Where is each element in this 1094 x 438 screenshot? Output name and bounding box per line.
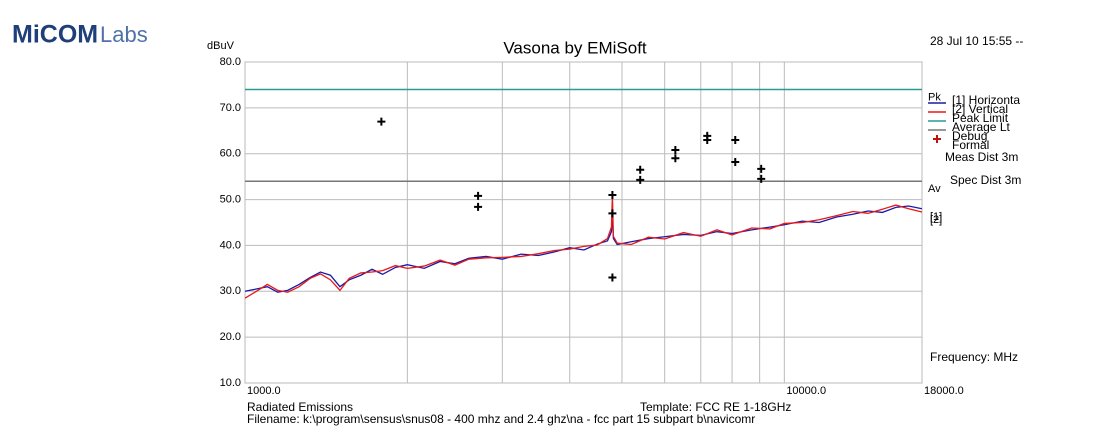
debug-marker [636, 175, 645, 184]
logo-light: Labs [100, 22, 148, 47]
y-tick-label: 10.0 [220, 377, 241, 389]
footer-filename: Filename: k:\program\sensus\snus08 - 400… [247, 412, 755, 426]
y-tick-label: 50.0 [220, 193, 241, 205]
y-tick-label: 40.0 [220, 239, 241, 251]
y-tick-label: 20.0 [220, 331, 241, 343]
debug-marker [757, 174, 766, 183]
debug-marker [731, 157, 740, 166]
trace-tag: [2] [930, 214, 942, 226]
limit-label: Pk [928, 91, 941, 103]
x-tick-label: 1000.0 [247, 385, 281, 397]
legend-label: Peak Limit [952, 111, 1009, 125]
y-tick-label: 70.0 [220, 102, 241, 114]
y-tick-label: 80.0 [220, 56, 241, 68]
trace-tag: [1] [930, 211, 942, 223]
legend-label: Average Lt [952, 120, 1010, 134]
debug-marker [608, 190, 617, 199]
debug-marker [671, 154, 680, 163]
x-axis-label: Frequency: MHz [930, 350, 1018, 364]
debug-marker [608, 273, 617, 282]
legend-label: [2] Vertical [952, 102, 1008, 116]
logo-bold: MiCOM [12, 21, 98, 49]
debug-marker [474, 191, 483, 200]
legend-label: Formal [952, 138, 989, 152]
y-axis-label: dBuV [207, 40, 235, 52]
trace [244, 194, 923, 299]
x-tick-label: 18000.0 [924, 385, 964, 397]
spec-dist: Spec Dist 3m [950, 173, 1021, 187]
chart-title: Vasona by EMiSoft [503, 38, 647, 57]
debug-marker [636, 165, 645, 174]
date: 28 Jul 10 15:55 -- [930, 34, 1023, 48]
limit-label: Av [928, 183, 941, 195]
legend-swatch [933, 135, 941, 143]
footer-template: Template: FCC RE 1-18GHz [640, 400, 791, 414]
debug-marker [474, 202, 483, 211]
debug-marker [671, 146, 680, 155]
y-tick-label: 30.0 [220, 285, 241, 297]
legend-label: Debug [952, 129, 987, 143]
debug-marker [377, 117, 386, 126]
meas-dist: Meas Dist 3m [945, 150, 1018, 164]
x-tick-label: 10000.0 [786, 385, 826, 397]
footer-left: Radiated Emissions [247, 400, 353, 414]
debug-marker [731, 135, 740, 144]
y-tick-label: 60.0 [220, 148, 241, 160]
debug-marker [757, 164, 766, 173]
legend-label: [1] Horizonta [952, 93, 1020, 107]
debug-marker [608, 209, 617, 218]
debug-marker [703, 135, 712, 144]
